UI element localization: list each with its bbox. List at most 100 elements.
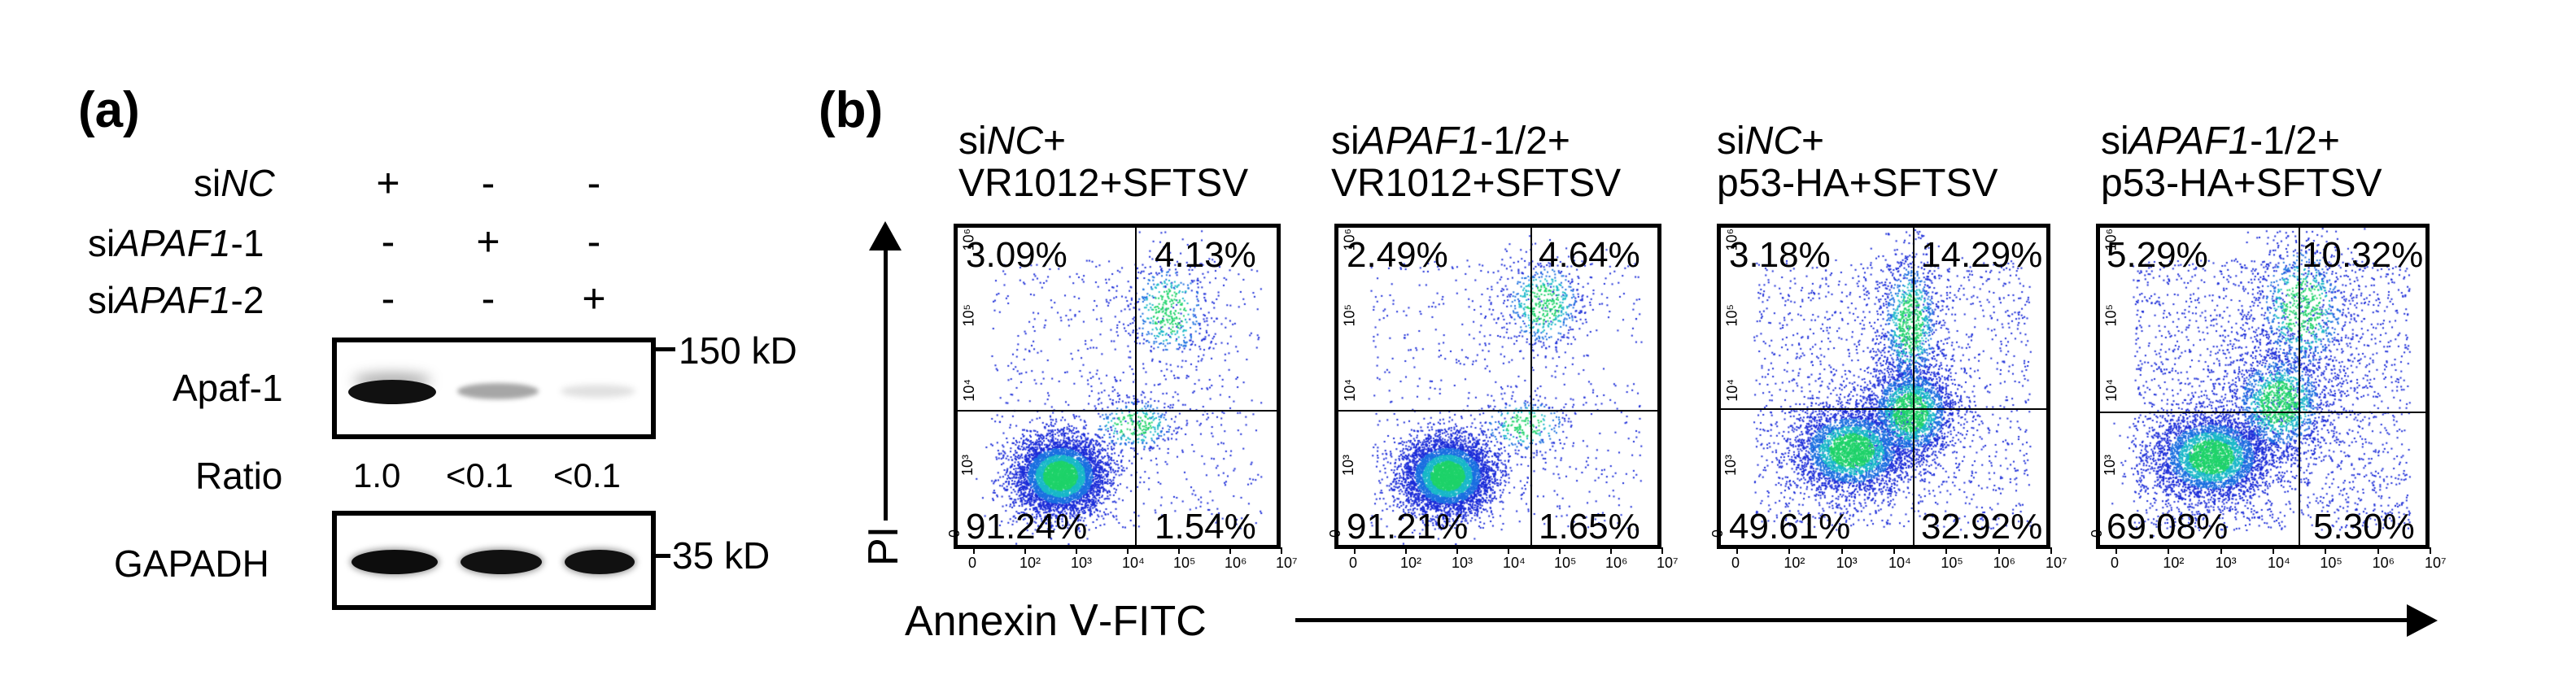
quadrant-lr: 32.92%: [1921, 507, 2043, 547]
gate-horizontal: [1721, 408, 2046, 410]
row-label-suffix: -1: [230, 222, 264, 264]
x-tick-label: 10⁵: [2320, 555, 2342, 571]
x-tick-label: 10⁴: [2268, 555, 2290, 571]
symbol-r1-c3: -: [587, 160, 601, 206]
apaf-band-2: [457, 383, 539, 399]
x-tick-mark: [1076, 547, 1077, 554]
x-tick-label: 10⁴: [1503, 555, 1526, 571]
title-italic: NC: [1744, 120, 1801, 163]
row-label-prefix: si: [194, 162, 221, 204]
plot3-title-line2: p53-HA+SFTSV: [1717, 162, 1998, 205]
gate-horizontal: [958, 410, 1277, 412]
scatter-plot4: [2100, 228, 2425, 545]
x-tick-label: 10⁶: [1993, 555, 2016, 571]
title-suffix: -1/2+: [1480, 120, 1570, 163]
y-tick-label: 0: [946, 529, 963, 538]
quadrant-ll: 69.08%: [2107, 507, 2229, 547]
x-tick-label: 10²: [1784, 555, 1805, 571]
panel-b-label: (b): [819, 82, 884, 138]
x-tick-mark: [1456, 547, 1458, 554]
quadrant-ll: 49.61%: [1729, 507, 1851, 547]
flow-plot-1: 3.09% 4.13% 91.24% 1.54%: [954, 224, 1281, 549]
gate-vertical: [2299, 228, 2300, 545]
y-tick-label: 10³: [1340, 454, 1357, 476]
y-tick-label: 10³: [1722, 454, 1740, 476]
flow-plot-4: 5.29% 10.32% 69.08% 5.30%: [2096, 224, 2430, 549]
gapdh-label: GAPADH: [114, 542, 269, 585]
x-tick-label: 10³: [1452, 555, 1474, 571]
x-tick-label: 10⁷: [1276, 555, 1298, 571]
plot2-title-line2: VR1012+SFTSV: [1331, 162, 1622, 205]
quadrant-lr: 5.30%: [2313, 507, 2415, 547]
y-tick-label: 10⁴: [960, 379, 977, 402]
ratio-label: Ratio: [195, 455, 283, 497]
plot4-title-line2: p53-HA+SFTSV: [2101, 162, 2382, 205]
x-tick-label: 10⁵: [1554, 555, 1577, 571]
scatter-plot1: [958, 228, 1277, 545]
x-tick-label: 10⁶: [1225, 555, 1247, 571]
ratio-value-1: 1.0: [353, 456, 401, 494]
title-prefix: si: [2101, 120, 2129, 163]
y-tick-label: 10⁴: [2102, 379, 2120, 402]
flow-plot-3: 3.18% 14.29% 49.61% 32.92%: [1717, 224, 2050, 549]
row-label-italic: APAF1: [115, 279, 231, 321]
x-tick-mark: [2220, 547, 2222, 554]
x-tick-mark: [1788, 547, 1791, 554]
x-tick-label: 10⁶: [2372, 555, 2395, 571]
scatter-plot3: [1721, 228, 2046, 545]
y-tick-label: 10⁶: [960, 229, 977, 251]
apaf-label: Apaf-1: [172, 367, 283, 409]
apaf-band-1: [348, 380, 436, 404]
flow-plot-2: 2.49% 4.64% 91.21% 1.65%: [1334, 224, 1661, 549]
y-axis-arrowhead: [869, 221, 902, 250]
x-tick-label: 10⁴: [1888, 555, 1911, 571]
x-tick-mark: [2050, 547, 2052, 554]
quadrant-ur: 14.29%: [1921, 235, 2043, 275]
plot2-title-line1: siAPAF1-1/2+: [1331, 120, 1570, 163]
x-tick-mark: [1229, 547, 1231, 554]
ratio-value-3: <0.1: [553, 456, 621, 494]
x-tick-label: 0: [2111, 555, 2120, 571]
y-tick-label: 10⁶: [2102, 229, 2120, 251]
row-label-sinc: siNC: [194, 164, 275, 202]
apaf-band-3: [561, 385, 635, 398]
row-label-prefix: si: [88, 279, 116, 321]
y-tick-label: 10⁵: [1723, 303, 1740, 326]
title-suffix: +: [1043, 120, 1067, 163]
x-tick-label: 10³: [2215, 555, 2237, 571]
x-tick-mark: [1508, 547, 1509, 554]
apaf-marker-line: [656, 347, 675, 351]
x-tick-mark: [2430, 547, 2431, 554]
x-tick-mark: [1405, 547, 1407, 554]
x-axis-line: [1295, 618, 2410, 622]
y-tick-label: 10⁵: [1341, 303, 1358, 326]
x-tick-mark: [2273, 547, 2274, 554]
x-tick-mark: [1281, 547, 1282, 554]
x-axis-arrowhead: [2407, 604, 2438, 637]
x-tick-mark: [1178, 547, 1180, 554]
gapdh-blot: [332, 511, 656, 610]
gate-horizontal: [1338, 410, 1657, 412]
y-tick-label: 0: [2089, 529, 2106, 538]
row-label-prefix: si: [88, 222, 116, 264]
y-tick-label: 0: [1709, 529, 1727, 538]
title-prefix: si: [1331, 120, 1360, 163]
quadrant-lr: 1.54%: [1155, 507, 1256, 547]
quadrant-ul: 2.49%: [1347, 235, 1448, 275]
gate-vertical: [1913, 228, 1915, 545]
x-tick-mark: [2115, 547, 2117, 554]
symbol-r1-c1: +: [376, 160, 400, 206]
title-prefix: si: [1717, 120, 1745, 163]
y-axis-label: PI: [860, 525, 907, 566]
title-suffix: -1/2+: [2250, 120, 2340, 163]
y-tick-label: 10⁵: [960, 303, 977, 326]
scatter-plot2: [1338, 228, 1657, 545]
apaf-marker: 150 kD: [679, 329, 797, 372]
x-tick-label: 10³: [1071, 555, 1093, 571]
row-label-siapaf1-1: siAPAF1-1: [88, 224, 264, 262]
x-tick-mark: [1559, 547, 1561, 554]
row-label-italic: NC: [220, 162, 275, 204]
x-tick-label: 10⁷: [2425, 555, 2447, 571]
x-tick-label: 10²: [2163, 555, 2185, 571]
x-tick-label: 10³: [1836, 555, 1858, 571]
